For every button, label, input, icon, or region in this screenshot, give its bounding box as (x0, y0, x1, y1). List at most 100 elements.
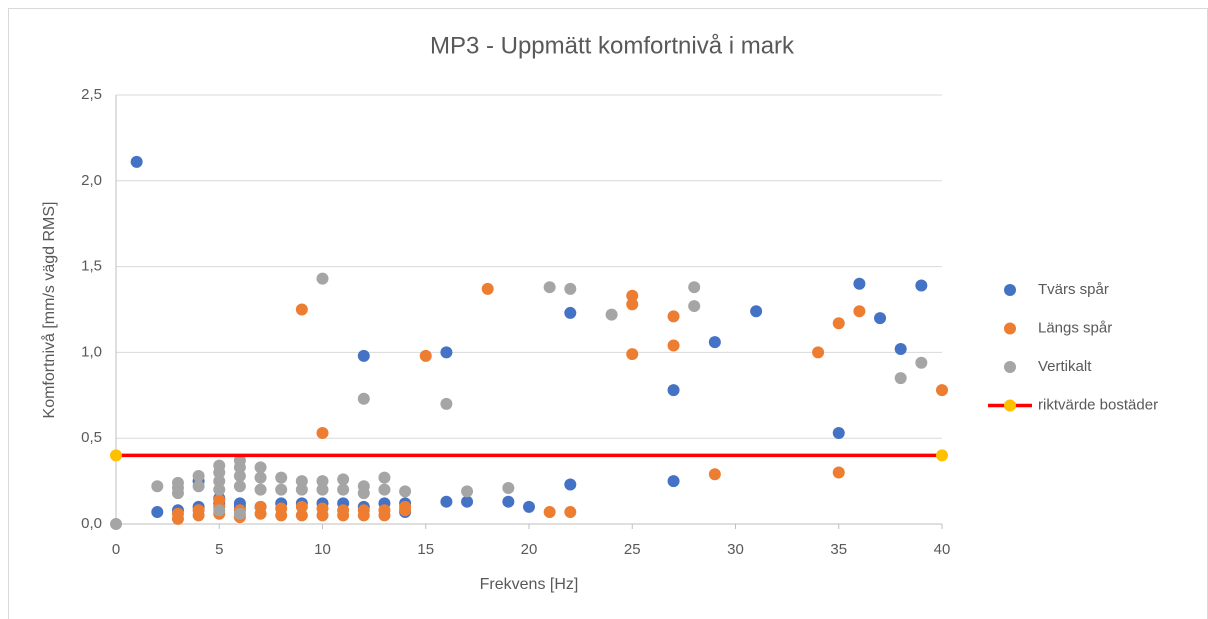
point (378, 471, 391, 484)
point (192, 504, 205, 517)
x-tick-label: 5 (215, 541, 223, 558)
point (832, 466, 845, 479)
point (626, 289, 639, 302)
x-tick-label: 20 (521, 541, 538, 558)
legend-marker (1004, 361, 1016, 373)
point (502, 495, 515, 508)
point (461, 495, 474, 508)
point (564, 306, 577, 319)
point (130, 155, 143, 168)
point (936, 449, 948, 462)
y-axis-label: Komfortnivå [mm/s vägd RMS] (40, 202, 58, 419)
point (275, 502, 288, 515)
point (171, 476, 184, 489)
point (894, 372, 907, 385)
point (832, 317, 845, 330)
point (337, 473, 350, 486)
point (688, 281, 701, 294)
x-axis-label: Frekvens [Hz] (480, 576, 579, 593)
point (213, 493, 226, 506)
point (915, 356, 928, 369)
point (523, 500, 535, 513)
point (254, 500, 267, 513)
point (316, 427, 329, 440)
point (564, 478, 577, 491)
point (667, 310, 680, 323)
y-tick-label: 0,0 (81, 515, 102, 532)
point (543, 505, 556, 518)
point (295, 483, 308, 496)
point (853, 277, 866, 290)
point (812, 346, 825, 359)
point (750, 305, 763, 318)
point (936, 384, 948, 397)
x-tick-label: 0 (112, 541, 120, 558)
legend-label: Längs spår (1038, 319, 1112, 336)
point (667, 475, 680, 488)
point (688, 300, 701, 313)
point (295, 303, 308, 316)
point (275, 483, 288, 496)
point (832, 427, 845, 440)
point (440, 495, 453, 508)
point (481, 282, 494, 295)
point (461, 485, 474, 498)
point (543, 281, 556, 294)
y-tick-label: 1,5 (81, 258, 102, 275)
x-tick-label: 25 (624, 541, 641, 558)
y-tick-label: 2,5 (81, 86, 102, 103)
point (894, 342, 907, 355)
chart-title: MP3 - Uppmätt komfortnivå i mark (430, 32, 795, 59)
x-tick-label: 10 (314, 541, 331, 558)
legend-marker (1004, 322, 1016, 335)
point (502, 481, 515, 494)
point (295, 500, 308, 513)
point (316, 502, 329, 515)
legend-label: Tvärs spår (1038, 281, 1109, 298)
point (151, 505, 164, 518)
x-tick-label: 15 (417, 541, 434, 558)
point (357, 480, 370, 493)
x-tick-label: 35 (830, 541, 847, 558)
point (874, 312, 887, 325)
point (357, 392, 370, 405)
point (213, 483, 226, 496)
point (110, 449, 122, 462)
point (295, 475, 308, 488)
point (357, 504, 370, 517)
legend-label: Vertikalt (1038, 358, 1092, 375)
point (151, 480, 164, 493)
point (316, 272, 329, 285)
point (213, 475, 226, 488)
point (708, 336, 721, 349)
point (626, 298, 639, 311)
point (233, 480, 246, 493)
y-tick-label: 2,0 (81, 172, 102, 189)
legend-marker (1004, 284, 1016, 296)
legend-marker (1004, 399, 1016, 412)
x-tick-label: 40 (934, 541, 951, 558)
point (605, 308, 618, 321)
point (233, 507, 246, 520)
y-tick-label: 0,5 (81, 429, 102, 446)
point (440, 346, 453, 359)
point (667, 339, 680, 352)
point (564, 505, 577, 518)
point (378, 483, 391, 496)
point (192, 480, 205, 493)
point (564, 282, 577, 295)
point (275, 471, 288, 484)
point (667, 384, 680, 397)
point (254, 471, 267, 484)
point (233, 469, 246, 482)
point (915, 279, 928, 292)
legend-label: riktvärde bostäder (1038, 396, 1158, 413)
point (316, 483, 329, 496)
point (110, 518, 122, 530)
point (419, 349, 432, 362)
point (316, 475, 329, 488)
point (254, 461, 267, 474)
point (399, 485, 412, 498)
point (626, 348, 639, 361)
